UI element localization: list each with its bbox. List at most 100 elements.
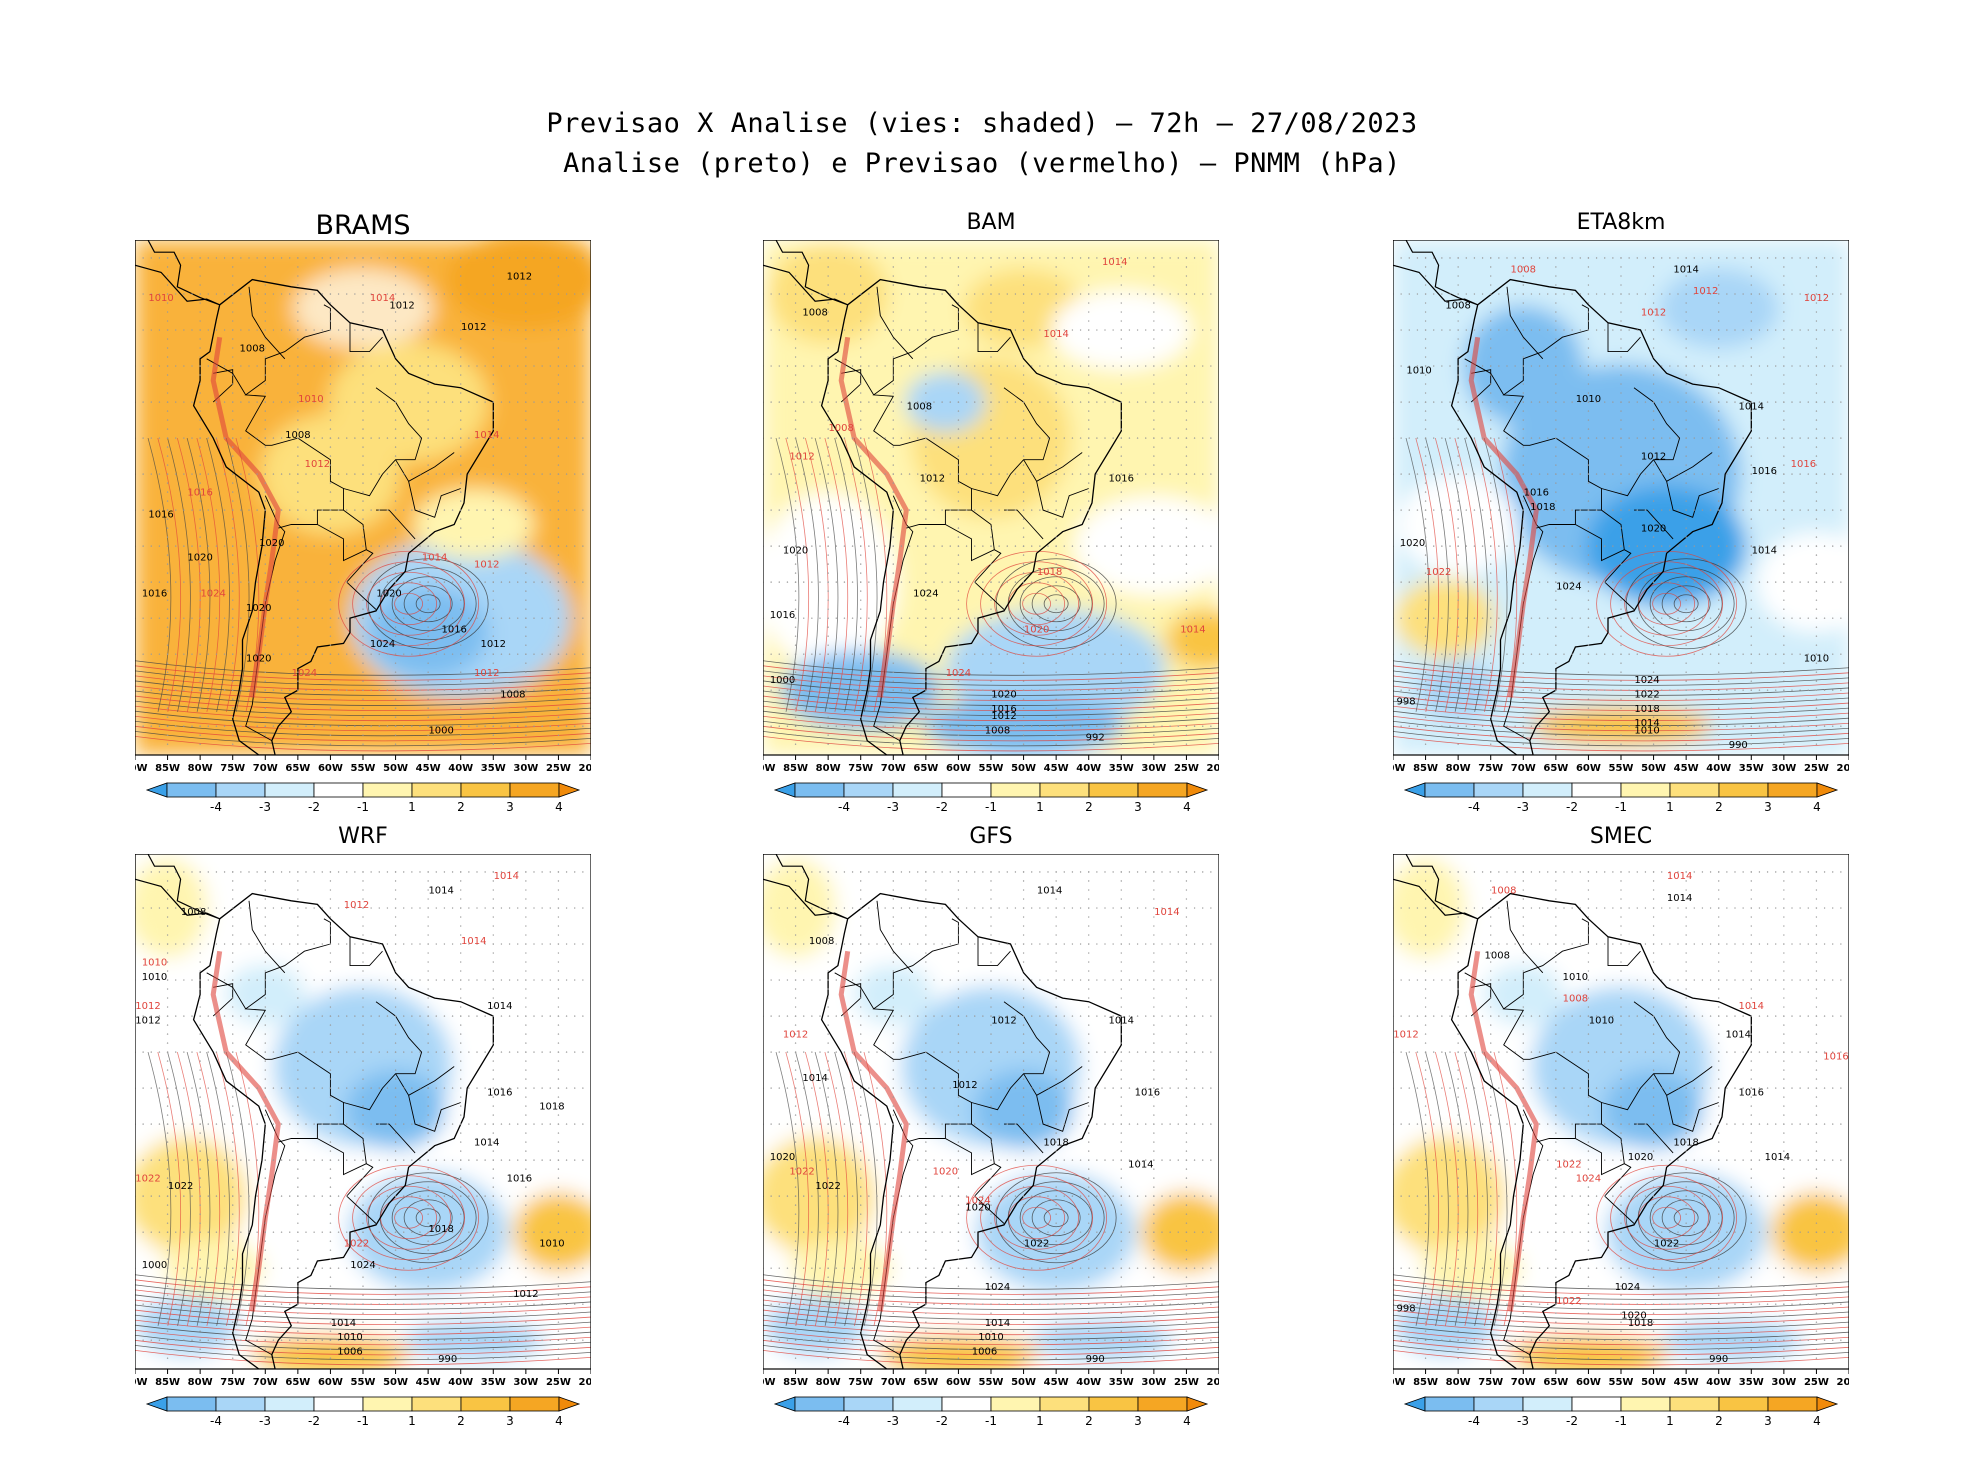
contour-label: 1020 [770,1152,795,1163]
contour-label: 1014 [1739,1001,1764,1012]
contour-label: 1016 [1752,466,1777,477]
map-field: 1014101410081008101010081010101410141012… [1393,854,1849,1375]
lon-tick-label: 65W [913,763,938,774]
lon-tick-label: 55W [979,763,1004,774]
contour-label: 1014 [494,871,519,882]
contour-label: 1014 [461,936,486,947]
colorbar-label: -3 [1517,1414,1529,1428]
contour-label: 1012 [991,1015,1016,1026]
contour-label: 1000 [428,725,453,736]
contour-label: 992 [1086,733,1105,744]
lon-tick-label: 70W [881,763,906,774]
contour-label: 1014 [1726,1030,1751,1041]
lon-tick-label: 65W [1543,1377,1568,1388]
lon-tick-label: 75W [220,1377,245,1388]
contour-label: 1012 [1804,293,1829,304]
contour-label: 1016 [487,1087,512,1098]
map-field: 1014101410121008101010101014101410121012… [135,854,591,1375]
contour-label: 1012 [507,272,532,283]
colorbar-label: -4 [1468,1414,1480,1428]
lon-tick-label: 60W [946,1377,971,1388]
contour-label: 1024 [1576,1174,1601,1185]
lon-tick-label: 25W [1174,1377,1199,1388]
lon-tick-label: 40W [448,763,473,774]
contour-label: 998 [1396,1303,1415,1314]
lon-tick-label: 55W [351,1377,376,1388]
colorbar-label: 1 [1036,800,1044,814]
contour-label: 1012 [474,668,499,679]
lon-tick-label: 85W [1413,1377,1438,1388]
contour-label: 1014 [1180,625,1205,636]
colorbar-label: -1 [1615,1414,1627,1428]
lon-tick-label: 45W [1044,1377,1069,1388]
bias-shading [1393,854,1849,1375]
lon-tick-label: 45W [416,1377,441,1388]
lon-tick-label: 70W [253,1377,278,1388]
contour-label: 1024 [985,1282,1010,1293]
contour-label: 1012 [783,1030,808,1041]
lon-tick-label: 75W [220,763,245,774]
contour-label: 1008 [285,430,310,441]
contour-label: 1020 [1400,538,1425,549]
contour-label: 1014 [422,553,447,564]
contour-label: 1010 [337,1332,362,1343]
colorbar-label: -4 [838,1414,850,1428]
colorbar-label: 4 [555,800,563,814]
contour-label: 1022 [1634,689,1659,700]
map-field: 1012101210141010100810121008101010121014… [135,240,591,755]
contour-label: 1008 [828,423,853,434]
lon-tick-label: 75W [1478,763,1503,774]
colorbar-label: 1 [408,800,416,814]
lon-tick-label: 35W [1109,763,1134,774]
contour-label: 1010 [1576,394,1601,405]
contour-label: 1008 [1485,950,1510,961]
contour-label: 1020 [187,553,212,564]
contour-label: 1022 [344,1239,369,1250]
contour-label: 1014 [1739,401,1764,412]
lon-tick-label: 45W [1674,1377,1699,1388]
contour-label: 1012 [481,639,506,650]
contour-label: 1006 [337,1347,362,1358]
lon-tick-label: 90W [135,1377,147,1388]
contour-label: 1012 [1641,308,1666,319]
contour-label: 1012 [1393,1030,1418,1041]
lon-tick-label: 60W [318,763,343,774]
contour-label: 1016 [770,610,795,621]
lon-tick-label: 20W [1837,763,1849,774]
contour-label: 1000 [770,675,795,686]
contour-label: 1020 [965,1203,990,1214]
colorbar-label: -4 [210,800,222,814]
colorbar-label: 4 [1813,800,1821,814]
contour-label: 998 [1396,697,1415,708]
lon-tick-label: 40W [448,1377,473,1388]
figure-title-line-2: Analise (preto) e Previsao (vermelho) – … [0,148,1964,179]
lon-tick-label: 55W [1609,763,1634,774]
contour-label: 1008 [907,401,932,412]
colorbar-label: -1 [985,1414,997,1428]
colorbar-label: 2 [457,1414,465,1428]
colorbar-label: 2 [1085,1414,1093,1428]
contour-label: 1020 [783,545,808,556]
contour-label: 1012 [991,711,1016,722]
contour-label: 1014 [1667,893,1692,904]
colorbar-label: 3 [506,800,514,814]
contour-label: 1014 [474,430,499,441]
colorbar-label: 3 [1134,1414,1142,1428]
lon-tick-label: 35W [481,1377,506,1388]
lon-tick-label: 80W [1446,1377,1471,1388]
lon-tick-label: 40W [1706,763,1731,774]
contour-label: 1016 [507,1174,532,1185]
contour-label: 1018 [1037,567,1062,578]
lon-tick-label: 90W [1393,763,1405,774]
contour-label: 1008 [240,344,265,355]
lon-tick-label: 55W [1609,1377,1634,1388]
lon-tick-label: 20W [1837,1377,1849,1388]
lon-tick-label: 55W [979,1377,1004,1388]
panel-title: GFS [763,824,1219,849]
colorbar-label: -2 [936,800,948,814]
contour-label: 1000 [142,1260,167,1271]
lon-tick-label: 70W [881,1377,906,1388]
